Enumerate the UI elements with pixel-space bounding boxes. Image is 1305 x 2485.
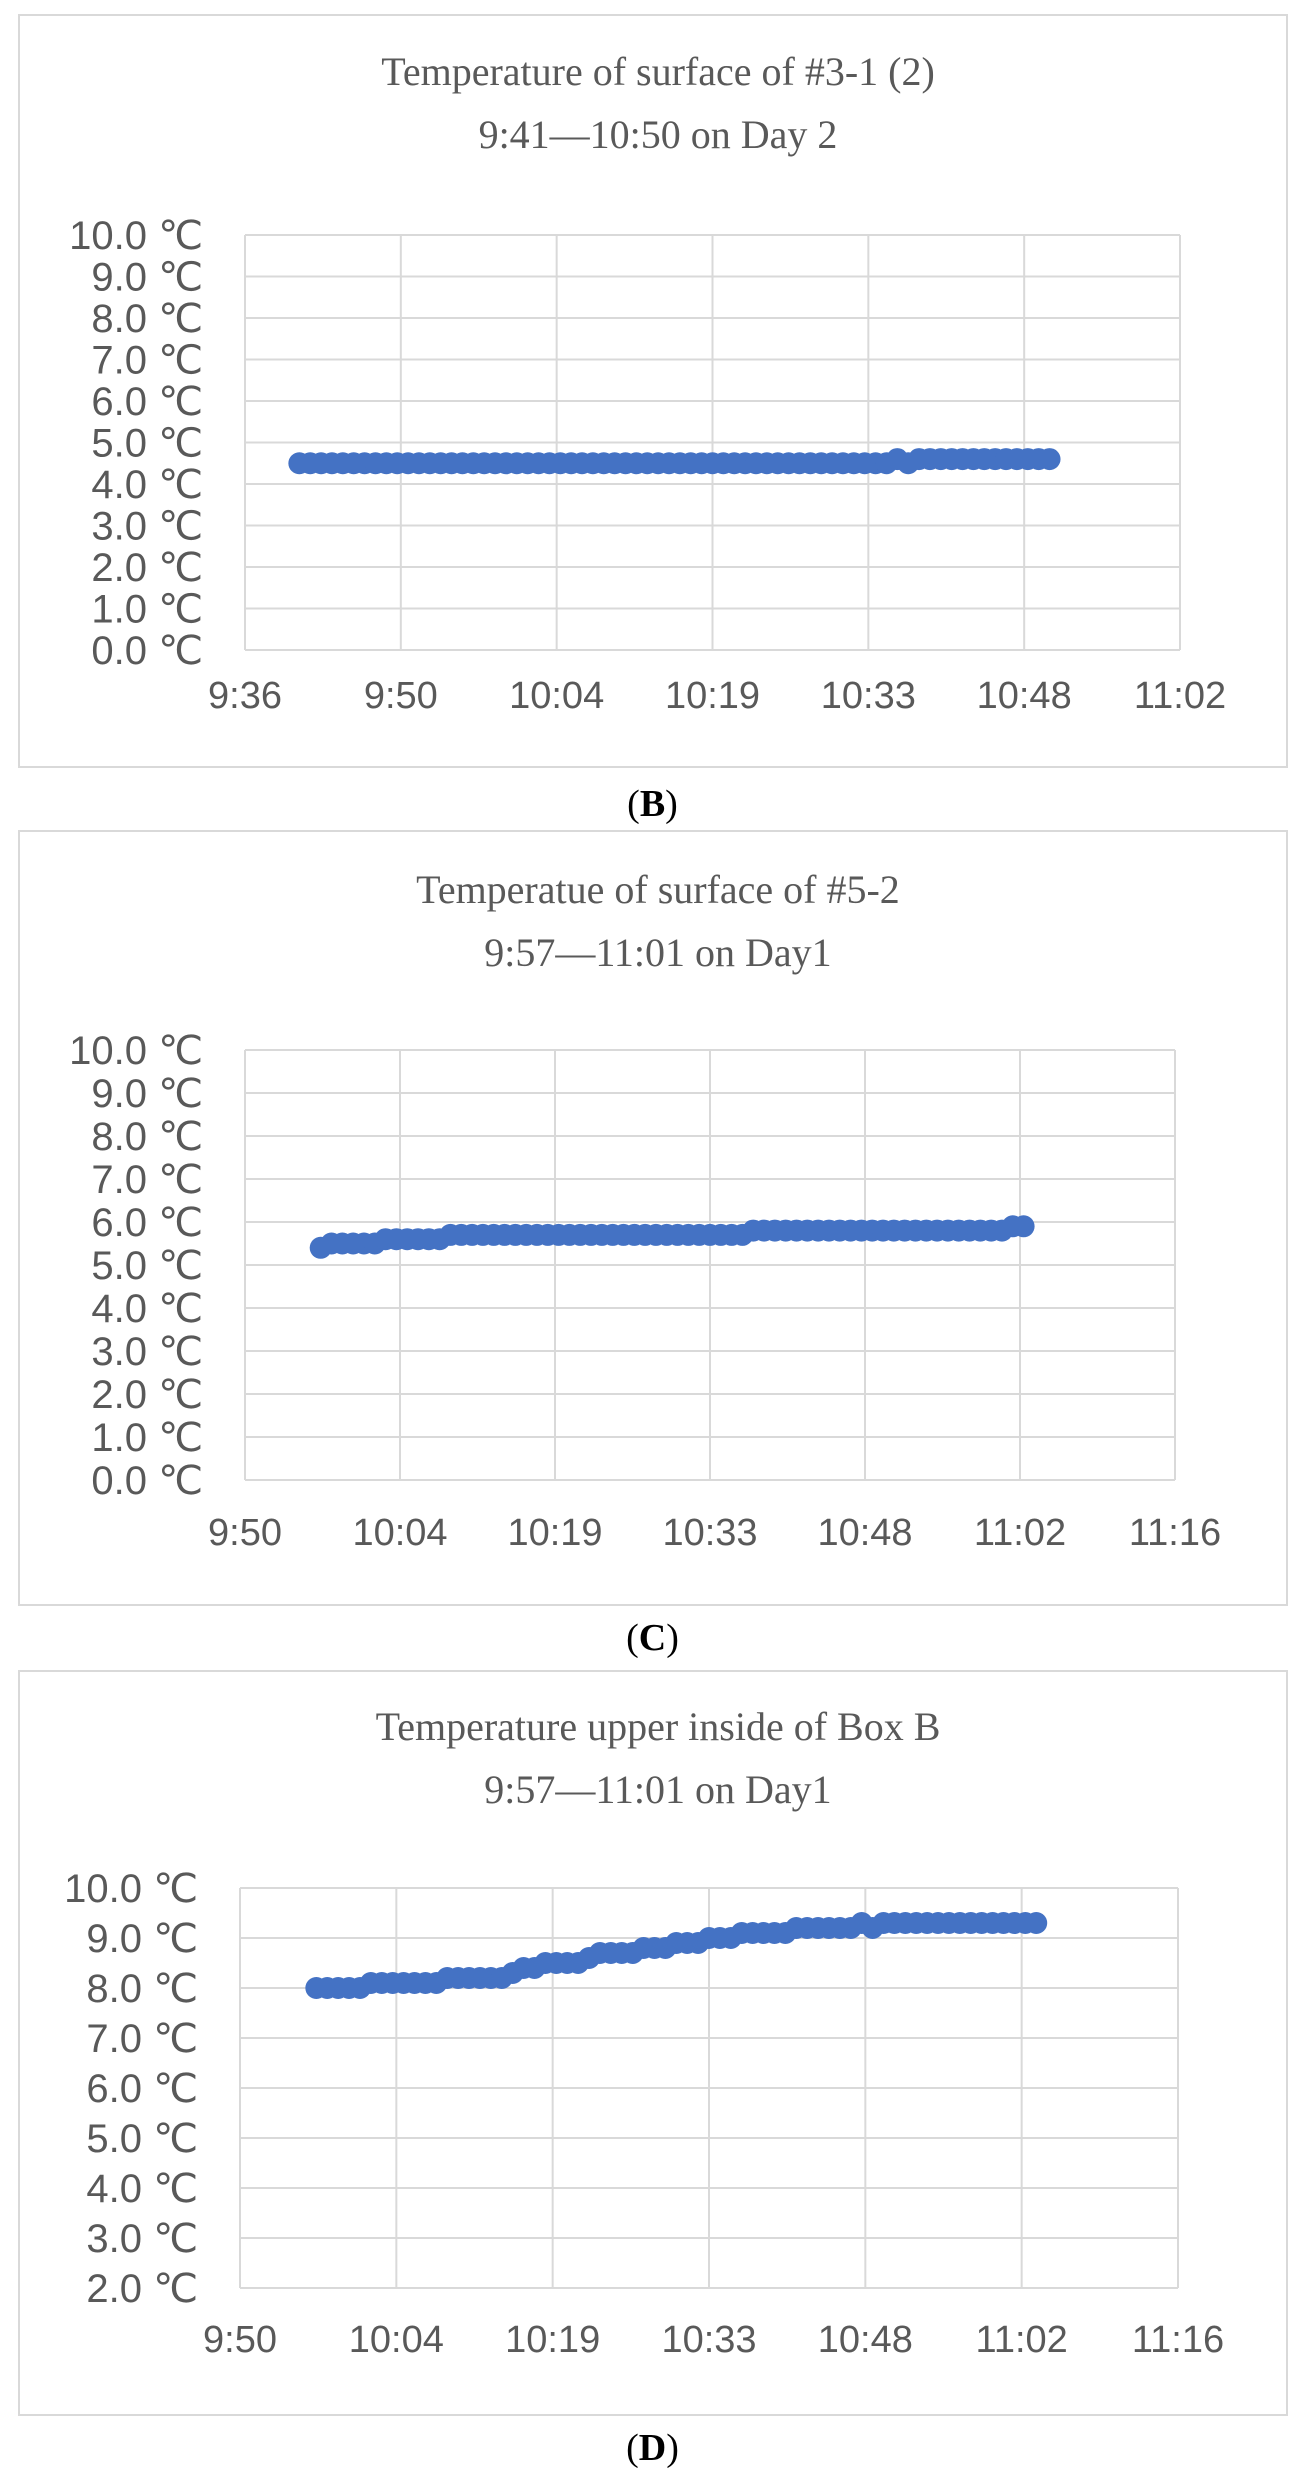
chart-frame-d bbox=[18, 1670, 1288, 2416]
y-tick-label: 7.0 ℃ bbox=[86, 2017, 198, 2061]
panel-label-close: ) bbox=[665, 783, 678, 825]
data-point bbox=[1012, 1215, 1035, 1238]
panel-letter-c: C bbox=[638, 1617, 667, 1659]
y-tick-label: 5.0 ℃ bbox=[91, 1244, 203, 1288]
data-point bbox=[1038, 448, 1061, 471]
data-series bbox=[305, 1912, 1048, 1999]
y-tick-label: 2.0 ℃ bbox=[91, 1373, 203, 1417]
chart-subtitle: 9:57—11:01 on Day1 bbox=[484, 930, 831, 975]
chart-title: Temperature upper inside of Box B bbox=[376, 1704, 941, 1749]
panel-label-close: ) bbox=[666, 1617, 679, 1659]
y-tick-label: 9.0 ℃ bbox=[91, 1072, 203, 1116]
x-tick-label: 11:02 bbox=[974, 1512, 1066, 1554]
panel-letter-d: D bbox=[638, 2427, 667, 2469]
x-tick-label: 9:50 bbox=[364, 675, 438, 717]
y-tick-label: 1.0 ℃ bbox=[91, 1416, 203, 1460]
y-tick-label: 0.0 ℃ bbox=[91, 629, 203, 673]
y-tick-label: 7.0 ℃ bbox=[91, 339, 203, 383]
panel-letter-b: B bbox=[639, 783, 666, 825]
y-tick-label: 5.0 ℃ bbox=[86, 2117, 198, 2161]
chart-frame-c bbox=[18, 830, 1288, 1606]
y-tick-label: 4.0 ℃ bbox=[91, 463, 203, 507]
chart-subtitle: 9:41—10:50 on Day 2 bbox=[479, 112, 838, 157]
y-tick-label: 4.0 ℃ bbox=[91, 1287, 203, 1331]
chart-title: Temperatue of surface of #5-2 bbox=[416, 867, 900, 912]
x-tick-label: 10:04 bbox=[509, 675, 604, 717]
y-tick-label: 8.0 ℃ bbox=[86, 1967, 198, 2011]
panel-label-close: ) bbox=[666, 2427, 679, 2469]
panel-label-c: (C) bbox=[0, 1616, 1305, 1660]
y-tick-label: 10.0 ℃ bbox=[64, 1867, 198, 1911]
x-tick-label: 10:04 bbox=[352, 1512, 447, 1554]
x-tick-label: 10:19 bbox=[505, 2319, 600, 2361]
y-tick-label: 3.0 ℃ bbox=[91, 1330, 203, 1374]
data-series bbox=[288, 448, 1061, 475]
x-tick-label: 10:33 bbox=[821, 675, 916, 717]
x-tick-label: 10:48 bbox=[818, 2319, 913, 2361]
x-tick-label: 9:50 bbox=[208, 1512, 282, 1554]
y-tick-label: 3.0 ℃ bbox=[91, 505, 203, 549]
x-tick-label: 10:04 bbox=[349, 2319, 444, 2361]
panel-label-open: ( bbox=[626, 2427, 639, 2469]
x-tick-label: 10:19 bbox=[665, 675, 760, 717]
x-tick-label: 10:33 bbox=[661, 2319, 756, 2361]
y-tick-label: 5.0 ℃ bbox=[91, 422, 203, 466]
x-tick-label: 11:16 bbox=[1132, 2319, 1224, 2361]
panel-label-b: (B) bbox=[0, 782, 1305, 826]
y-tick-label: 10.0 ℃ bbox=[69, 1029, 203, 1073]
panel-label-open: ( bbox=[626, 1617, 639, 1659]
data-series bbox=[309, 1215, 1035, 1259]
y-tick-label: 6.0 ℃ bbox=[91, 1201, 203, 1245]
x-tick-label: 11:16 bbox=[1129, 1512, 1221, 1554]
x-tick-label: 9:50 bbox=[203, 2319, 277, 2361]
y-tick-label: 4.0 ℃ bbox=[86, 2167, 198, 2211]
chart-title: Temperature of surface of #3-1 (2) bbox=[381, 49, 935, 94]
x-tick-label: 10:19 bbox=[507, 1512, 602, 1554]
y-tick-label: 1.0 ℃ bbox=[91, 588, 203, 632]
x-tick-label: 10:48 bbox=[817, 1512, 912, 1554]
x-tick-label: 10:48 bbox=[977, 675, 1072, 717]
y-tick-label: 8.0 ℃ bbox=[91, 1115, 203, 1159]
chart-frame-b bbox=[18, 14, 1288, 768]
x-tick-label: 9:36 bbox=[208, 675, 282, 717]
x-tick-label: 10:33 bbox=[662, 1512, 757, 1554]
y-tick-label: 6.0 ℃ bbox=[91, 380, 203, 424]
y-tick-label: 10.0 ℃ bbox=[69, 214, 203, 258]
panel-label-open: ( bbox=[627, 783, 640, 825]
data-point bbox=[1025, 1912, 1048, 1934]
panel-label-d: (D) bbox=[0, 2426, 1305, 2470]
x-tick-label: 11:02 bbox=[976, 2319, 1068, 2361]
y-tick-label: 8.0 ℃ bbox=[91, 297, 203, 341]
y-tick-label: 0.0 ℃ bbox=[91, 1459, 203, 1503]
y-tick-label: 6.0 ℃ bbox=[86, 2067, 198, 2111]
y-tick-label: 2.0 ℃ bbox=[86, 2267, 198, 2311]
y-tick-label: 9.0 ℃ bbox=[91, 256, 203, 300]
y-tick-label: 2.0 ℃ bbox=[91, 546, 203, 590]
y-tick-label: 9.0 ℃ bbox=[86, 1917, 198, 1961]
y-tick-label: 3.0 ℃ bbox=[86, 2217, 198, 2261]
chart-subtitle: 9:57—11:01 on Day1 bbox=[484, 1767, 831, 1812]
y-tick-label: 7.0 ℃ bbox=[91, 1158, 203, 1202]
x-tick-label: 11:02 bbox=[1134, 675, 1226, 717]
